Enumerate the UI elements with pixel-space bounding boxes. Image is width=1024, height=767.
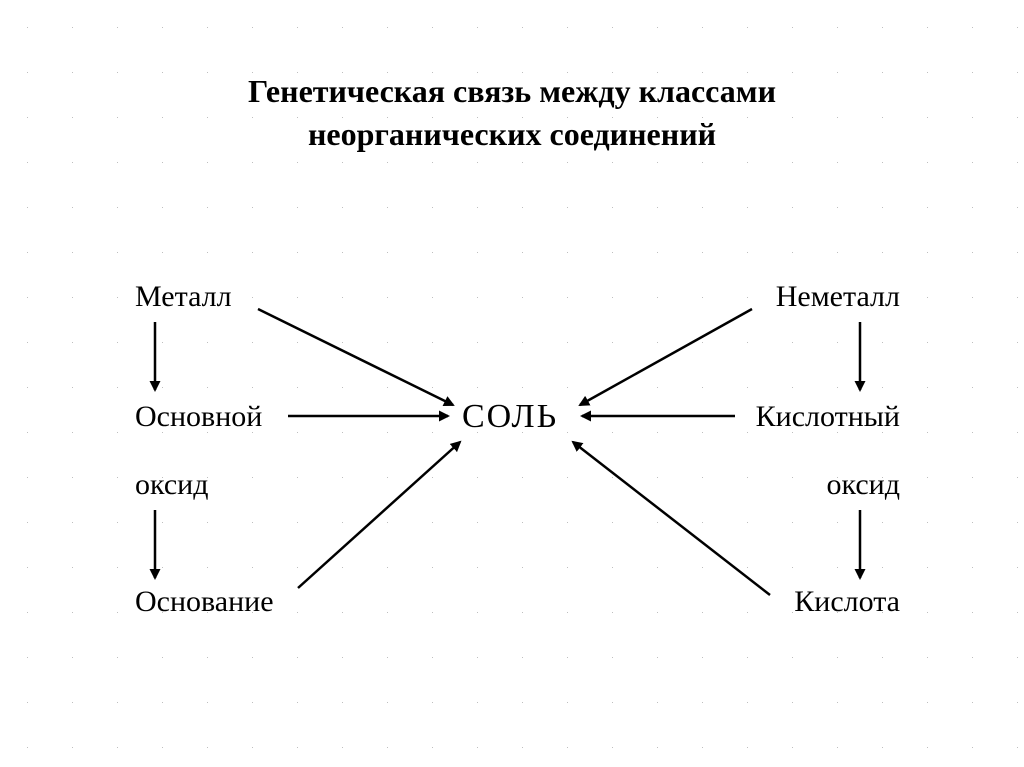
diagram-container: Генетическая связь между классами неорга…: [0, 0, 1024, 767]
node-salt: СОЛЬ: [462, 398, 558, 436]
node-acidic-oxide: оксид: [827, 468, 900, 502]
node-nonmetal: Неметалл: [776, 280, 900, 314]
title-line1: Генетическая связь между классами: [248, 73, 776, 109]
node-acid: Кислота: [794, 585, 900, 619]
arrow-nonmetal-to-salt: [580, 309, 752, 405]
title-line2: неорганических соединений: [308, 116, 716, 152]
node-base: Основание: [135, 585, 274, 619]
arrow-metal-to-salt: [258, 309, 453, 405]
diagram-title: Генетическая связь между классами неорга…: [0, 70, 1024, 156]
arrow-base-to-salt: [298, 442, 460, 588]
arrow-acid-to-salt: [573, 442, 770, 595]
node-metal: Металл: [135, 280, 232, 314]
node-acidic: Кислотный: [756, 400, 900, 434]
node-basic: Основной: [135, 400, 262, 434]
node-basic-oxide: оксид: [135, 468, 208, 502]
